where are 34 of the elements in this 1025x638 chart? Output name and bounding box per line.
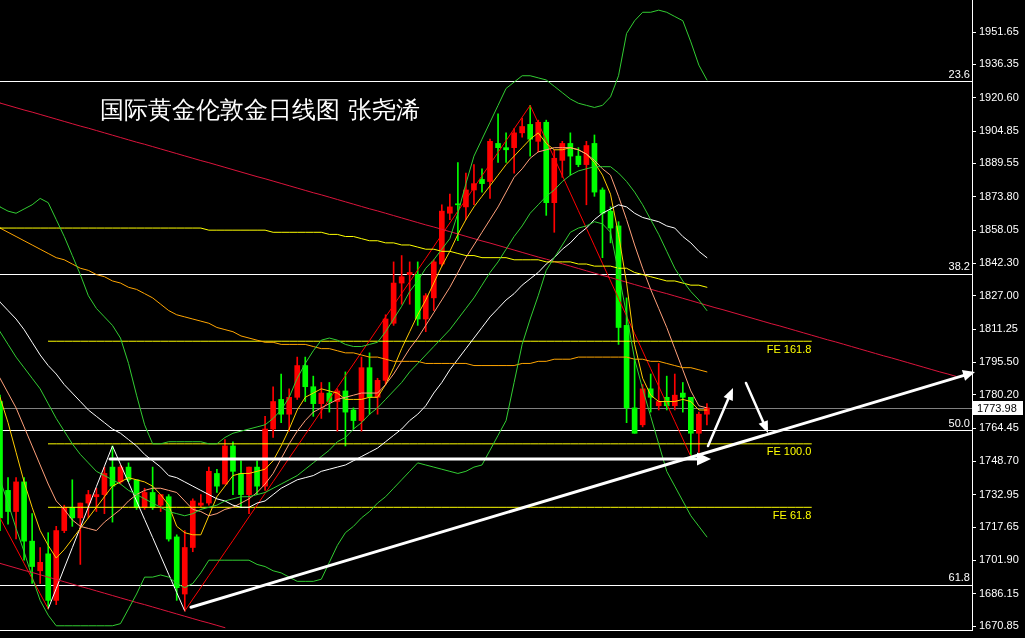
candlestick <box>503 132 509 163</box>
y-tick-label: 1842.30 <box>979 256 1019 269</box>
annotation: 50.0 <box>948 416 970 429</box>
annotation: 23.6 <box>948 67 970 80</box>
candlestick <box>198 494 204 508</box>
y-tick-label: 1827.00 <box>979 288 1019 301</box>
annotation: 61.8 <box>948 571 970 584</box>
y-tick-label: 1701.90 <box>979 553 1019 566</box>
series-label: FE 161.8 <box>766 342 812 355</box>
series-label: FE 100.0 <box>766 445 812 458</box>
y-tick-label: 1811.25 <box>979 322 1018 335</box>
y-tick-label: 1889.55 <box>979 156 1019 169</box>
y-tick-label: 1904.85 <box>979 124 1019 137</box>
candlestick <box>406 261 413 305</box>
y-tick-label: 1873.80 <box>979 189 1019 202</box>
y-tick-label: 1936.35 <box>979 57 1019 70</box>
y-tick-label: 1764.45 <box>979 421 1019 434</box>
y-tick-label: 1795.50 <box>979 355 1019 368</box>
candlestick <box>679 382 686 413</box>
y-tick-label: 1920.60 <box>979 90 1019 103</box>
y-tick-label: 1686.15 <box>979 586 1019 599</box>
text: 国际黄金伦敦金日线图 张尧浠 <box>100 96 420 124</box>
y-tick-label: 1748.70 <box>979 454 1019 467</box>
annotation: 38.2 <box>948 260 970 273</box>
ref-line-label: 1773.98 <box>977 401 1017 414</box>
y-tick-label: 1780.20 <box>979 387 1019 400</box>
series-label: FE 61.8 <box>772 508 812 521</box>
y-tick-label: 1858.05 <box>979 223 1019 236</box>
y-tick-label: 1670.85 <box>979 619 1019 632</box>
y-tick-label: 1732.95 <box>979 487 1019 500</box>
candlestick <box>495 113 501 163</box>
y-tick-label: 1717.65 <box>979 520 1019 533</box>
candlestick <box>655 363 662 411</box>
y-tick-label: 1951.65 <box>979 25 1019 38</box>
